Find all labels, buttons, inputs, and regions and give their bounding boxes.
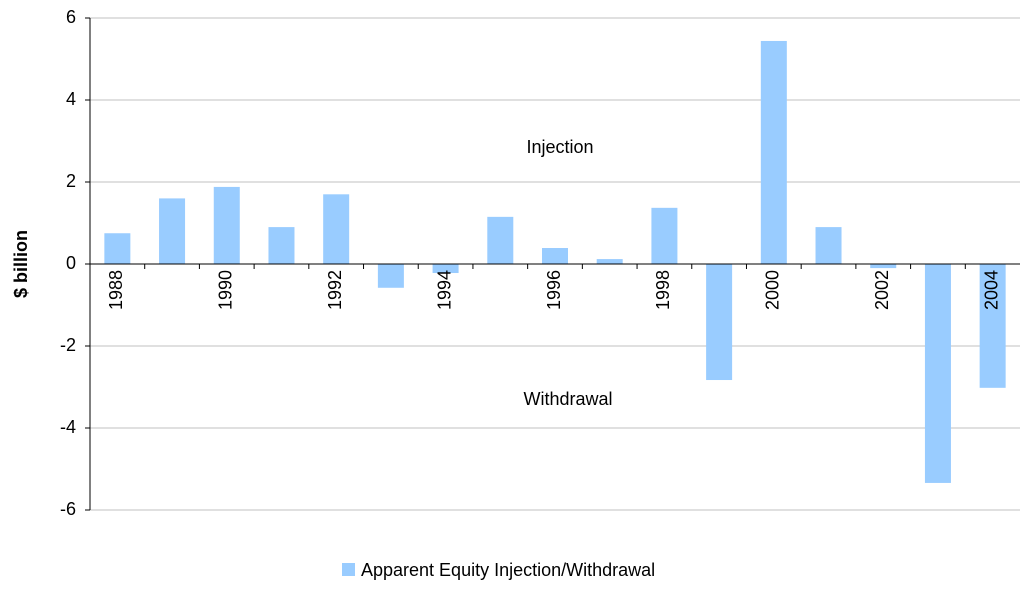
y-tick-label: -6 (60, 499, 76, 519)
bar (815, 227, 842, 264)
y-tick-label: 4 (66, 89, 76, 109)
bar (651, 207, 678, 264)
bar (487, 216, 514, 264)
y-tick-label: 0 (66, 253, 76, 273)
legend-label: Apparent Equity Injection/Withdrawal (361, 560, 655, 580)
y-axis-label: $ billion (11, 230, 31, 298)
bar (432, 264, 459, 274)
legend-swatch (342, 563, 355, 576)
bar (924, 264, 951, 483)
bar (542, 248, 568, 264)
x-tick-label: 2002 (872, 270, 892, 310)
bar (979, 264, 1006, 388)
x-tick-label: 1988 (106, 270, 126, 310)
x-tick-label: 1994 (434, 270, 454, 310)
annotation: Injection (526, 137, 593, 157)
bar (706, 264, 733, 381)
y-tick-label: 2 (66, 171, 76, 191)
y-tick-label: 6 (66, 7, 76, 27)
bar (596, 259, 623, 264)
x-tick-label: 1992 (325, 270, 345, 310)
bar (159, 198, 186, 264)
y-tick-label: -2 (60, 335, 76, 355)
annotation: Withdrawal (523, 389, 612, 409)
x-tick-label: 1998 (653, 270, 673, 310)
y-tick-label: -4 (60, 417, 76, 437)
bar (870, 264, 897, 269)
bar (323, 194, 350, 264)
bar (213, 186, 240, 264)
x-tick-label: 2000 (763, 270, 783, 310)
x-tick-label: 1996 (544, 270, 564, 310)
x-tick-label: 2004 (981, 270, 1001, 310)
bar (760, 40, 787, 265)
x-tick-label: 1990 (216, 270, 236, 310)
bar (104, 233, 131, 264)
bar (377, 264, 404, 288)
bar (268, 227, 295, 264)
